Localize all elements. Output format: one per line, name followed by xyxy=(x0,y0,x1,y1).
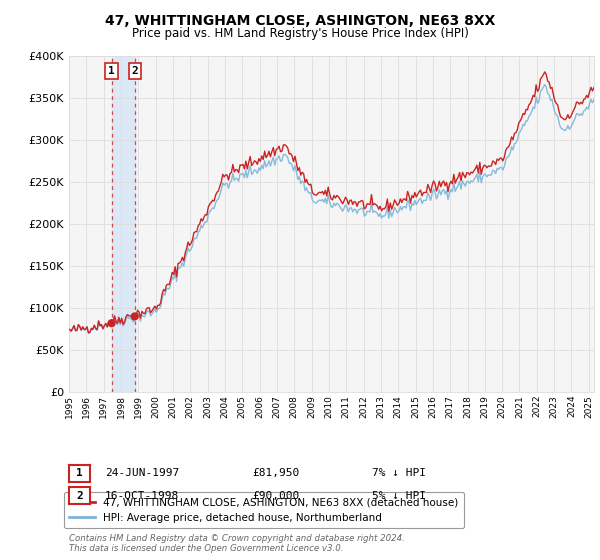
Text: 1: 1 xyxy=(76,468,83,478)
Text: Price paid vs. HM Land Registry's House Price Index (HPI): Price paid vs. HM Land Registry's House … xyxy=(131,27,469,40)
Text: 7% ↓ HPI: 7% ↓ HPI xyxy=(372,468,426,478)
Point xyxy=(107,319,116,328)
Text: £90,000: £90,000 xyxy=(252,491,299,501)
Text: 24-JUN-1997: 24-JUN-1997 xyxy=(105,468,179,478)
Legend: 47, WHITTINGHAM CLOSE, ASHINGTON, NE63 8XX (detached house), HPI: Average price,: 47, WHITTINGHAM CLOSE, ASHINGTON, NE63 8… xyxy=(64,492,464,528)
Text: 47, WHITTINGHAM CLOSE, ASHINGTON, NE63 8XX: 47, WHITTINGHAM CLOSE, ASHINGTON, NE63 8… xyxy=(105,14,495,28)
Bar xyxy=(112,56,134,392)
Text: 16-OCT-1998: 16-OCT-1998 xyxy=(105,491,179,501)
Text: £81,950: £81,950 xyxy=(252,468,299,478)
Text: 2: 2 xyxy=(76,491,83,501)
Point xyxy=(130,312,139,321)
Text: 5% ↓ HPI: 5% ↓ HPI xyxy=(372,491,426,501)
Text: Contains HM Land Registry data © Crown copyright and database right 2024.
This d: Contains HM Land Registry data © Crown c… xyxy=(69,534,405,553)
Text: 2: 2 xyxy=(131,66,138,76)
Text: 1: 1 xyxy=(108,66,115,76)
